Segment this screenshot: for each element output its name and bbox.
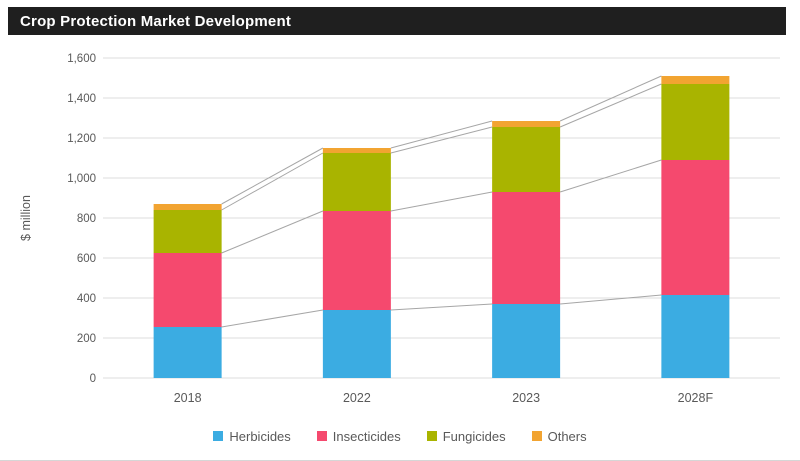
bar-segment-others [153, 204, 222, 210]
y-tick-label: 400 [77, 293, 96, 305]
bar-segment-insecticides [492, 192, 561, 304]
legend-label: Others [547, 428, 587, 444]
legend-item-insecticides: Insecticides [316, 428, 401, 444]
bar-segment-herbicides [322, 310, 391, 378]
legend-item-fungicides: Fungicides [426, 428, 506, 444]
x-tick-label: 2018 [174, 391, 202, 405]
series-connector-line [390, 303, 493, 311]
legend-swatch-icon [426, 431, 437, 441]
series-connector-line [559, 75, 662, 122]
x-tick-label: 2028F [678, 391, 714, 405]
series-connector-line [390, 191, 493, 212]
y-tick-label: 1,600 [67, 53, 96, 65]
legend-label: Herbicides [229, 428, 291, 444]
chart-legend: Herbicides Insecticides Fungicides Others [0, 426, 800, 446]
bar-segment-others [661, 76, 730, 84]
bar-segment-insecticides [322, 211, 391, 310]
y-tick-label: 0 [90, 373, 96, 385]
legend-item-others: Others [531, 428, 587, 444]
legend-swatch-icon [531, 431, 542, 441]
y-tick-label: 800 [77, 213, 96, 225]
legend-item-herbicides: Herbicides [213, 428, 291, 444]
bar-segment-herbicides [661, 295, 730, 378]
x-tick-label: 2022 [343, 391, 371, 405]
bar-segment-insecticides [661, 160, 730, 295]
y-axis-title: $ million [19, 195, 33, 241]
y-tick-label: 600 [77, 253, 96, 265]
bar-segment-herbicides [153, 327, 222, 378]
legend-label: Insecticides [332, 428, 401, 444]
bar-segment-herbicides [492, 304, 561, 378]
series-connector-line [221, 147, 324, 205]
bar-segment-fungicides [322, 153, 391, 211]
series-connector-line [560, 294, 662, 305]
series-connector-line [390, 120, 493, 149]
series-connector-line [221, 210, 324, 254]
bar-segment-fungicides [492, 127, 561, 192]
y-tick-label: 200 [77, 333, 96, 345]
y-tick-label: 1,000 [67, 173, 96, 185]
bar-segment-fungicides [153, 210, 222, 253]
chart-title-bar: Crop Protection Market Development [8, 7, 786, 35]
bar-segment-insecticides [153, 253, 222, 327]
chart-title: Crop Protection Market Development [20, 12, 292, 30]
y-tick-label: 1,400 [67, 93, 96, 105]
legend-swatch-icon [213, 431, 224, 441]
series-connector-line [559, 83, 662, 128]
legend-label: Fungicides [442, 428, 506, 444]
x-tick-label: 2023 [512, 391, 540, 405]
y-tick-label: 1,200 [67, 133, 96, 145]
bar-segment-others [492, 121, 561, 127]
series-connector-line [221, 309, 323, 328]
series-connector-line [390, 126, 493, 154]
legend-swatch-icon [316, 431, 327, 441]
bar-segment-others [322, 148, 391, 153]
series-connector-line [221, 152, 324, 211]
bar-segment-fungicides [661, 84, 730, 160]
series-connector-line [559, 159, 662, 193]
stacked-bar-chart: 0 200 400 600 800 1,000 1,200 1,400 1,600 $ milli… [19, 53, 780, 405]
